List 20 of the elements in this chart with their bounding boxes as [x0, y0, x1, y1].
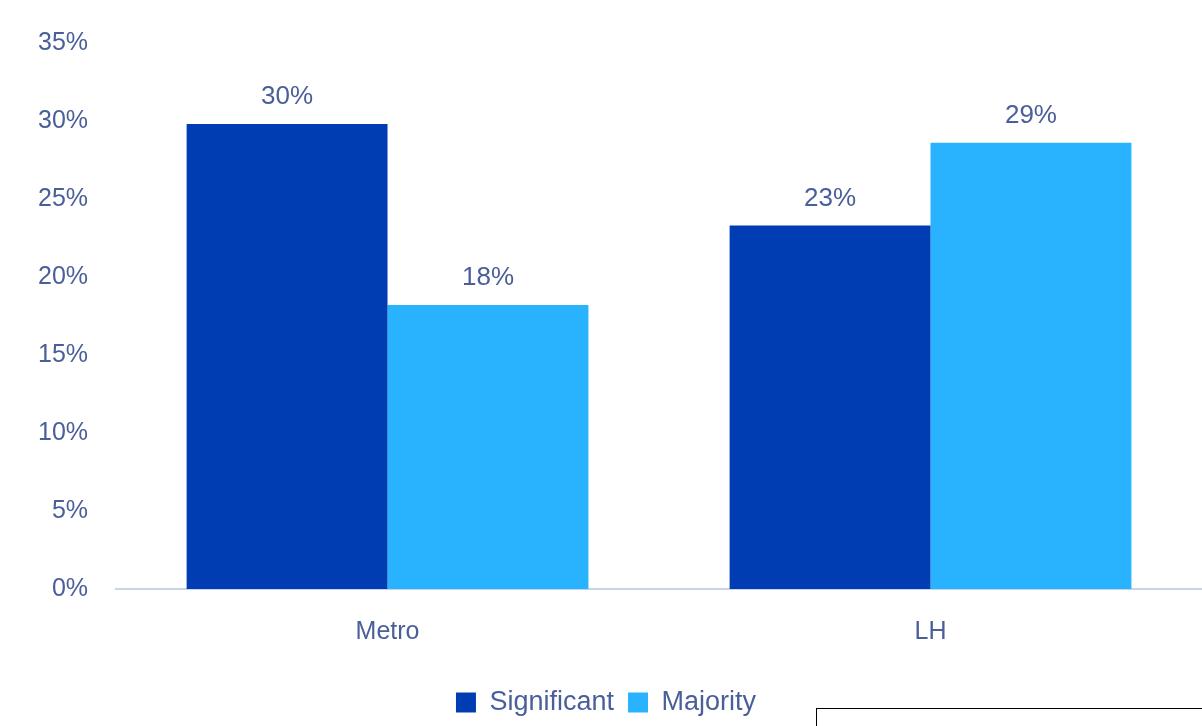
- x-tick-label: Metro: [355, 615, 420, 644]
- legend-label: Significant: [489, 685, 615, 716]
- bar: [186, 124, 388, 589]
- y-tick-label: 35%: [37, 26, 89, 55]
- y-tick-label: 25%: [37, 182, 89, 211]
- y-tick-label: 0%: [51, 572, 89, 601]
- data-label: 23%: [804, 181, 857, 212]
- x-tick-label: LH: [914, 615, 947, 644]
- y-tick-label: 5%: [51, 494, 89, 523]
- bar: [930, 142, 1132, 589]
- data-label: 30%: [261, 80, 314, 111]
- y-tick-label: 15%: [37, 338, 89, 367]
- bar: [729, 225, 931, 589]
- bar: [387, 305, 589, 589]
- data-label: 18%: [461, 261, 514, 292]
- y-tick-label: 20%: [37, 260, 89, 289]
- legend-label: Majority: [661, 685, 757, 716]
- y-tick-label: 10%: [37, 416, 89, 445]
- y-tick-label: 30%: [37, 104, 89, 133]
- data-label: 29%: [1004, 99, 1057, 130]
